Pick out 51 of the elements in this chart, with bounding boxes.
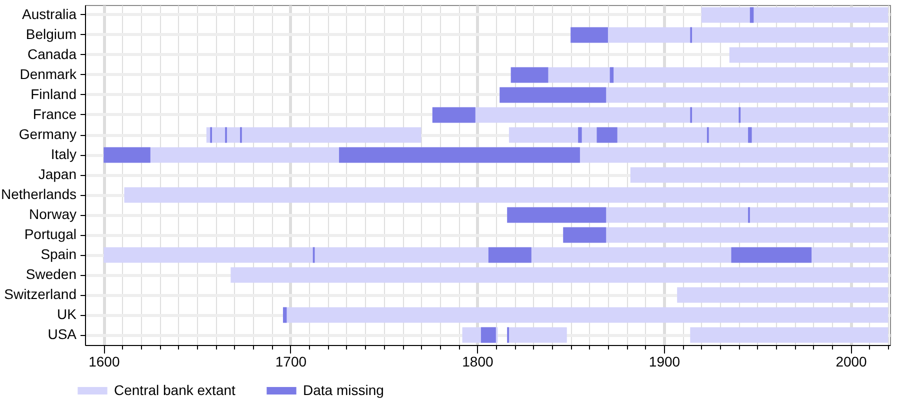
- bar: [488, 247, 532, 263]
- y-tick-label: Denmark: [20, 66, 78, 82]
- bar: [748, 127, 752, 143]
- y-tick-label: Australia: [22, 6, 77, 22]
- bar: [507, 207, 606, 223]
- bar: [282, 307, 287, 323]
- bar: [230, 267, 888, 283]
- y-tick-label: Canada: [27, 46, 77, 62]
- x-tick-label: 1900: [648, 354, 680, 370]
- y-tick-label: Finland: [30, 86, 76, 102]
- bar: [750, 7, 754, 23]
- bar: [578, 127, 582, 143]
- y-tick-label: Spain: [40, 246, 76, 262]
- legend-label: Data missing: [303, 382, 384, 398]
- bar: [124, 187, 888, 203]
- bar: [677, 287, 888, 303]
- y-tick-label: Norway: [29, 206, 76, 222]
- y-tick-label: France: [32, 106, 77, 122]
- bar: [701, 7, 888, 23]
- legend-label: Central bank extant: [114, 382, 236, 398]
- x-tick-label: 1700: [275, 354, 307, 370]
- y-tick-label: Netherlands: [1, 186, 76, 202]
- y-tick-label: Belgium: [26, 26, 76, 42]
- bar: [206, 127, 422, 143]
- bar: [507, 327, 567, 343]
- bar: [500, 87, 606, 103]
- bar: [432, 107, 476, 123]
- x-tick-label: 2000: [836, 354, 868, 370]
- y-tick-label: USA: [48, 326, 78, 342]
- y-tick-label: Japan: [38, 166, 76, 182]
- y-tick-label: Portugal: [24, 226, 76, 242]
- bar: [731, 247, 812, 263]
- bar: [729, 47, 888, 63]
- bar: [510, 67, 548, 83]
- y-tick-label: Sweden: [26, 266, 76, 282]
- y-tick-label: Italy: [50, 146, 76, 162]
- y-tick-label: Switzerland: [4, 286, 76, 302]
- bar: [570, 27, 608, 43]
- bar: [690, 327, 888, 343]
- y-tick-label: Germany: [18, 126, 76, 142]
- bar: [104, 147, 150, 163]
- x-tick-label: 1800: [462, 354, 494, 370]
- x-tick-label: 1600: [88, 354, 120, 370]
- bar: [339, 147, 580, 163]
- bar: [480, 327, 496, 343]
- bar: [563, 227, 606, 243]
- bar: [610, 67, 614, 83]
- bar: [596, 127, 618, 143]
- y-tick-label: UK: [57, 306, 78, 322]
- bar: [630, 167, 888, 183]
- bar: [508, 127, 888, 143]
